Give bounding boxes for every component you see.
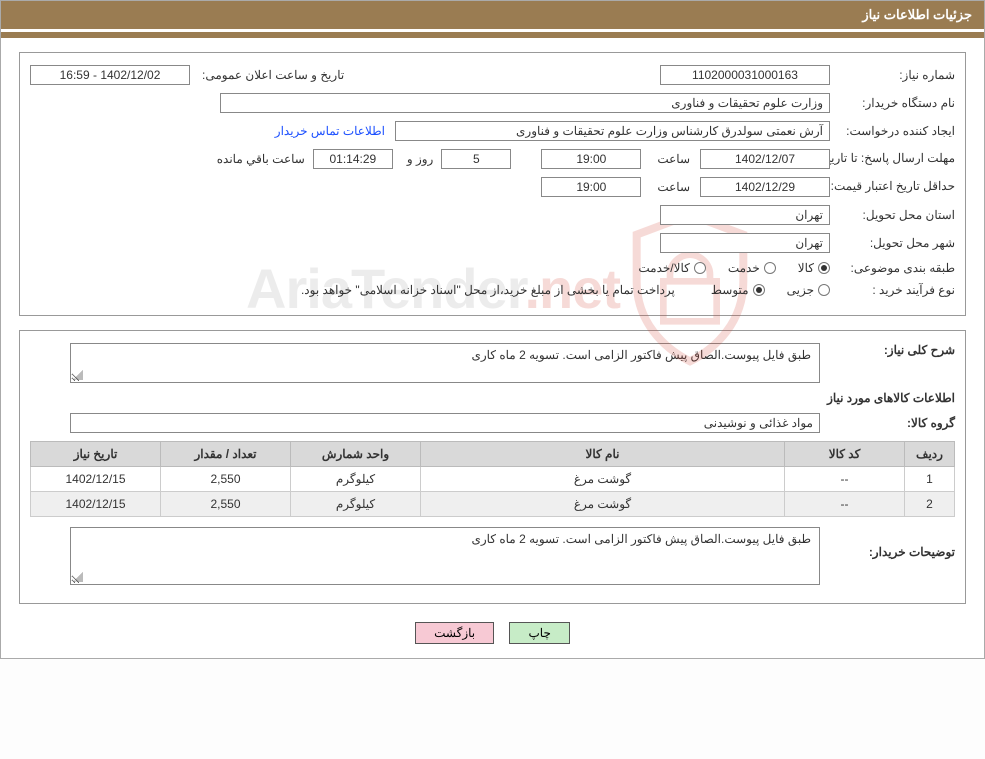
row-city: شهر محل تحویل: تهران	[30, 233, 955, 253]
cell-unit: کیلوگرم	[291, 492, 421, 517]
deadline-time-label: ساعت	[651, 152, 690, 166]
row-province: استان محل تحویل: تهران	[30, 205, 955, 225]
row-buyer-org: نام دستگاه خریدار: وزارت علوم تحقیقات و …	[30, 93, 955, 113]
details-box: شرح کلی نیاز: طبق فایل پیوست.الصاق پیش ف…	[19, 330, 966, 604]
title-bar: جزئیات اطلاعات نیاز	[1, 1, 984, 29]
table-head: ردیف کد کالا نام کالا واحد شمارش تعداد /…	[31, 442, 955, 467]
page-title: جزئیات اطلاعات نیاز	[862, 7, 972, 22]
days-remaining: 5	[441, 149, 511, 169]
print-button[interactable]: چاپ	[509, 622, 569, 644]
radio-service-label: خدمت	[728, 261, 760, 275]
main-info-box: AriaTender.net شماره نیاز: 1102000031000…	[19, 52, 966, 316]
cell-code: --	[785, 467, 905, 492]
radio-minor-label: جزیی	[787, 283, 814, 297]
cell-row: 2	[905, 492, 955, 517]
min-validity-time: 19:00	[541, 177, 641, 197]
radio-goods[interactable]: کالا	[798, 261, 830, 275]
page-container: جزئیات اطلاعات نیاز AriaTender.net شماره…	[0, 0, 985, 659]
group-label: گروه کالا:	[820, 416, 955, 430]
cell-name: گوشت مرغ	[421, 492, 785, 517]
radio-goods-service[interactable]: کالا/خدمت	[638, 261, 705, 275]
row-group: گروه کالا: مواد غذائی و نوشیدنی	[30, 413, 955, 433]
row-min-validity: حداقل تاریخ اعتبار قیمت: تا تاریخ: 1402/…	[30, 177, 955, 197]
back-button[interactable]: بازگشت	[415, 622, 494, 644]
radio-service[interactable]: خدمت	[728, 261, 776, 275]
need-number-value: 1102000031000163	[660, 65, 830, 85]
buyer-org-label: نام دستگاه خریدار:	[830, 96, 955, 110]
purchase-type-radios: جزیی متوسط	[693, 283, 830, 297]
cell-qty: 2,550	[161, 492, 291, 517]
need-desc-label: شرح کلی نیاز:	[820, 343, 955, 357]
radio-dot-icon	[818, 284, 830, 296]
table-row: 2--گوشت مرغکیلوگرم2,5501402/12/15	[31, 492, 955, 517]
radio-medium-label: متوسط	[711, 283, 749, 297]
buyer-notes-text[interactable]: طبق فایل پیوست.الصاق پیش فاکتور الزامی ا…	[70, 527, 820, 585]
radio-dot-icon	[694, 262, 706, 274]
buyer-notes-label: توضیحات خریدار:	[820, 527, 955, 559]
table-body: 1--گوشت مرغکیلوگرم2,5501402/12/152--گوشت…	[31, 467, 955, 517]
button-row: چاپ بازگشت	[1, 612, 984, 658]
city-label: شهر محل تحویل:	[830, 236, 955, 250]
province-value: تهران	[660, 205, 830, 225]
days-label: روز و	[401, 152, 434, 166]
deadline-time: 19:00	[541, 149, 641, 169]
row-subject-class: طبقه بندی موضوعی: کالا خدمت کالا/خدمت	[30, 261, 955, 275]
col-qty: تعداد / مقدار	[161, 442, 291, 467]
purchase-type-label: نوع فرآیند خرید :	[830, 283, 955, 297]
need-number-label: شماره نیاز:	[830, 68, 955, 82]
min-validity-label: حداقل تاریخ اعتبار قیمت: تا تاریخ:	[830, 179, 955, 195]
radio-dot-icon	[753, 284, 765, 296]
row-need-desc: شرح کلی نیاز: طبق فایل پیوست.الصاق پیش ف…	[30, 343, 955, 383]
radio-minor[interactable]: جزیی	[787, 283, 830, 297]
col-date: تاریخ نیاز	[31, 442, 161, 467]
radio-goods-label: کالا	[798, 261, 814, 275]
cell-row: 1	[905, 467, 955, 492]
min-validity-date: 1402/12/29	[700, 177, 830, 197]
purchase-note: پرداخت تمام یا بخشی از مبلغ خرید،از محل …	[301, 283, 675, 297]
radio-dot-icon	[818, 262, 830, 274]
countdown-label: ساعت باقي مانده	[211, 152, 305, 166]
col-row: ردیف	[905, 442, 955, 467]
min-validity-time-label: ساعت	[651, 180, 690, 194]
city-value: تهران	[660, 233, 830, 253]
items-table: ردیف کد کالا نام کالا واحد شمارش تعداد /…	[30, 441, 955, 517]
announce-value: 1402/12/02 - 16:59	[30, 65, 190, 85]
row-purchase-type: نوع فرآیند خرید : جزیی متوسط پرداخت تمام…	[30, 283, 955, 297]
col-code: کد کالا	[785, 442, 905, 467]
col-unit: واحد شمارش	[291, 442, 421, 467]
cell-code: --	[785, 492, 905, 517]
min-validity-label-a: حداقل تاریخ اعتبار قیمت:	[831, 179, 955, 193]
cell-date: 1402/12/15	[31, 492, 161, 517]
requester-label: ایجاد کننده درخواست:	[830, 124, 955, 138]
col-name: نام کالا	[421, 442, 785, 467]
row-buyer-notes: توضیحات خریدار: طبق فایل پیوست.الصاق پیش…	[30, 527, 955, 585]
cell-name: گوشت مرغ	[421, 467, 785, 492]
cell-qty: 2,550	[161, 467, 291, 492]
cell-date: 1402/12/15	[31, 467, 161, 492]
row-deadline: مهلت ارسال پاسخ: تا تاریخ: 1402/12/07 سا…	[30, 149, 955, 169]
group-value: مواد غذائی و نوشیدنی	[70, 413, 820, 433]
deadline-label: مهلت ارسال پاسخ: تا تاریخ:	[830, 151, 955, 167]
row-requester: ایجاد کننده درخواست: آرش نعمتی سولدرق کا…	[30, 121, 955, 141]
radio-medium[interactable]: متوسط	[711, 283, 765, 297]
cell-unit: کیلوگرم	[291, 467, 421, 492]
announce-label: تاریخ و ساعت اعلان عمومی:	[196, 68, 344, 82]
subject-class-radios: کالا خدمت کالا/خدمت	[620, 261, 830, 275]
contact-link[interactable]: اطلاعات تماس خریدار	[275, 124, 385, 138]
province-label: استان محل تحویل:	[830, 208, 955, 222]
countdown: 01:14:29	[313, 149, 393, 169]
deadline-date: 1402/12/07	[700, 149, 830, 169]
requester-value: آرش نعمتی سولدرق کارشناس وزارت علوم تحقی…	[395, 121, 830, 141]
deadline-label-a: مهلت ارسال پاسخ:	[861, 151, 955, 165]
buyer-org-value: وزارت علوم تحقیقات و فناوری	[220, 93, 830, 113]
divider	[1, 32, 984, 38]
subject-class-label: طبقه بندی موضوعی:	[830, 261, 955, 275]
table-row: 1--گوشت مرغکیلوگرم2,5501402/12/15	[31, 467, 955, 492]
radio-goods-service-label: کالا/خدمت	[638, 261, 689, 275]
radio-dot-icon	[764, 262, 776, 274]
items-title: اطلاعات کالاهای مورد نیاز	[30, 391, 955, 405]
row-need-number: شماره نیاز: 1102000031000163 تاریخ و ساع…	[30, 65, 955, 85]
need-desc-text[interactable]: طبق فایل پیوست.الصاق پیش فاکتور الزامی ا…	[70, 343, 820, 383]
